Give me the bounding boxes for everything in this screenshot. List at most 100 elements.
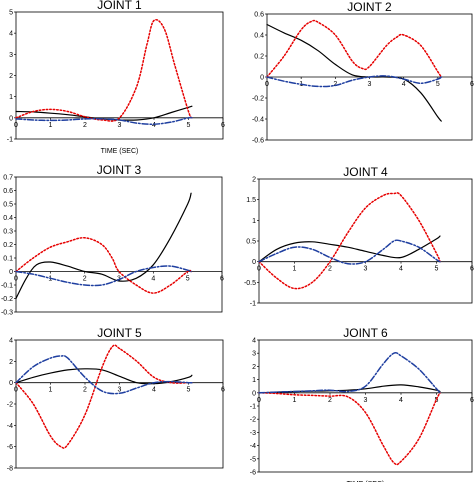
x-tick-label: 3 xyxy=(118,387,122,394)
y-tick-label: 0 xyxy=(252,390,256,397)
x-tick-label: 0 xyxy=(14,276,18,283)
x-tick-label: 6 xyxy=(470,266,474,273)
y-tick-label: 0 xyxy=(9,115,13,122)
x-tick-label: 3 xyxy=(368,81,372,88)
y-tick-label: 2 xyxy=(9,359,13,366)
x-tick-label: 1 xyxy=(293,266,297,273)
y-tick-label: 0 xyxy=(9,380,13,387)
y-tick-label: 0.6 xyxy=(3,188,13,195)
x-tick-label: 2 xyxy=(83,387,87,394)
y-tick-label: -0.2 xyxy=(252,96,264,103)
x-tick-label: 3 xyxy=(364,397,368,404)
y-tick-label: -0.5 xyxy=(244,280,256,287)
y-tick-label: 2 xyxy=(9,73,13,80)
x-tick-label: 4 xyxy=(402,81,406,88)
x-tick-label: 2 xyxy=(328,266,332,273)
y-tick-label: -4 xyxy=(250,443,256,450)
y-tick-label: 0.4 xyxy=(254,33,264,40)
y-tick-label: 0.5 xyxy=(246,239,256,246)
y-tick-label: -0.6 xyxy=(252,138,264,145)
y-tick-label: -2 xyxy=(7,402,13,409)
chart-panel-3: JOINT 3-0.3-0.2-0.100.10.20.30.40.50.60.… xyxy=(1,163,224,317)
x-axis-label: TIME (SEC) xyxy=(101,148,139,155)
y-tick-label: 1.5 xyxy=(246,197,256,204)
chart-title: JOINT 4 xyxy=(343,165,388,179)
y-tick-label: 4 xyxy=(252,338,256,345)
y-tick-label: 2 xyxy=(252,364,256,371)
y-tick-label: 0.7 xyxy=(3,175,13,182)
x-tick-label: 4 xyxy=(399,397,403,404)
x-tick-label: 2 xyxy=(333,81,337,88)
x-tick-label: 5 xyxy=(187,122,191,129)
x-tick-label: 5 xyxy=(435,397,439,404)
y-tick-label: 3 xyxy=(252,351,256,358)
x-tick-label: 6 xyxy=(220,276,224,283)
plot-frame xyxy=(258,339,473,473)
y-tick-label: -8 xyxy=(7,466,13,473)
x-tick-label: 1 xyxy=(293,397,297,404)
y-tick-label: 0 xyxy=(9,269,13,276)
chart-title: JOINT 1 xyxy=(97,0,142,12)
y-tick-label: -1 xyxy=(7,137,13,144)
series-line-dotted xyxy=(15,237,192,294)
x-tick-label: 2 xyxy=(83,122,87,129)
chart-panel-2: JOINT 2-0.6-0.4-0.200.20.40.60 1 2 3 4 5 6 xyxy=(252,0,474,145)
y-tick-label: -1 xyxy=(250,301,256,308)
series-line-dashdot xyxy=(258,351,441,394)
y-tick-label: -0.4 xyxy=(252,117,264,124)
x-tick-label: 5 xyxy=(435,266,439,273)
chart-title: JOINT 2 xyxy=(347,0,392,14)
y-tick-label: 0.6 xyxy=(254,12,264,19)
x-tick-label: 6 xyxy=(470,397,474,404)
series-line-dashdot xyxy=(15,116,193,125)
series-line-dashdot xyxy=(266,75,443,88)
y-tick-label: -2 xyxy=(250,417,256,424)
y-tick-label: 4 xyxy=(9,338,13,345)
x-tick-label: 1 xyxy=(49,122,53,129)
y-tick-label: 1 xyxy=(252,218,256,225)
x-tick-label: 0 xyxy=(14,387,18,394)
x-tick-label: 0 xyxy=(257,397,261,404)
y-tick-label: 0.2 xyxy=(254,54,264,61)
x-tick-label: 4 xyxy=(399,266,403,273)
y-tick-label: 1 xyxy=(9,94,13,101)
y-tick-label: -0.3 xyxy=(1,310,13,317)
x-tick-label: 4 xyxy=(151,276,155,283)
series-line-dashdot xyxy=(15,265,192,287)
chart-title: JOINT 3 xyxy=(97,163,142,177)
x-tick-label: 1 xyxy=(49,387,53,394)
chart-title: JOINT 6 xyxy=(343,326,388,340)
y-tick-label: 0.2 xyxy=(3,242,13,249)
y-tick-label: 5 xyxy=(9,10,13,17)
plot-frame xyxy=(258,178,473,304)
x-tick-label: 0 xyxy=(265,81,269,88)
series-line-solid xyxy=(258,235,441,263)
y-tick-label: 0.1 xyxy=(3,256,13,263)
chart-panel-4: JOINT 4-1-0.500.511.520 1 2 3 4 5 6 xyxy=(244,165,474,308)
x-tick-label: 0 xyxy=(257,266,261,273)
y-tick-label: -3 xyxy=(250,430,256,437)
y-tick-label: 0.4 xyxy=(3,215,13,222)
y-tick-label: -4 xyxy=(7,423,13,430)
x-tick-label: 5 xyxy=(186,276,190,283)
y-tick-label: 4 xyxy=(9,31,13,38)
y-tick-label: -0.2 xyxy=(1,296,13,303)
x-tick-label: 5 xyxy=(187,387,191,394)
x-tick-label: 2 xyxy=(328,397,332,404)
x-tick-label: 4 xyxy=(152,387,156,394)
x-tick-label: 0 xyxy=(14,122,18,129)
y-tick-label: 3 xyxy=(9,52,13,59)
x-tick-label: 6 xyxy=(470,81,474,88)
series-line-solid xyxy=(15,192,192,300)
x-tick-label: 3 xyxy=(364,266,368,273)
series-line-dotted xyxy=(258,392,441,466)
series-line-dotted xyxy=(258,192,441,290)
series-line-solid xyxy=(266,23,442,122)
x-tick-label: 3 xyxy=(118,122,122,129)
y-tick-label: 0 xyxy=(252,259,256,266)
series-line-dotted xyxy=(266,19,443,78)
y-tick-label: 0.5 xyxy=(3,202,13,209)
x-tick-label: 6 xyxy=(221,122,225,129)
y-tick-label: 1 xyxy=(252,377,256,384)
